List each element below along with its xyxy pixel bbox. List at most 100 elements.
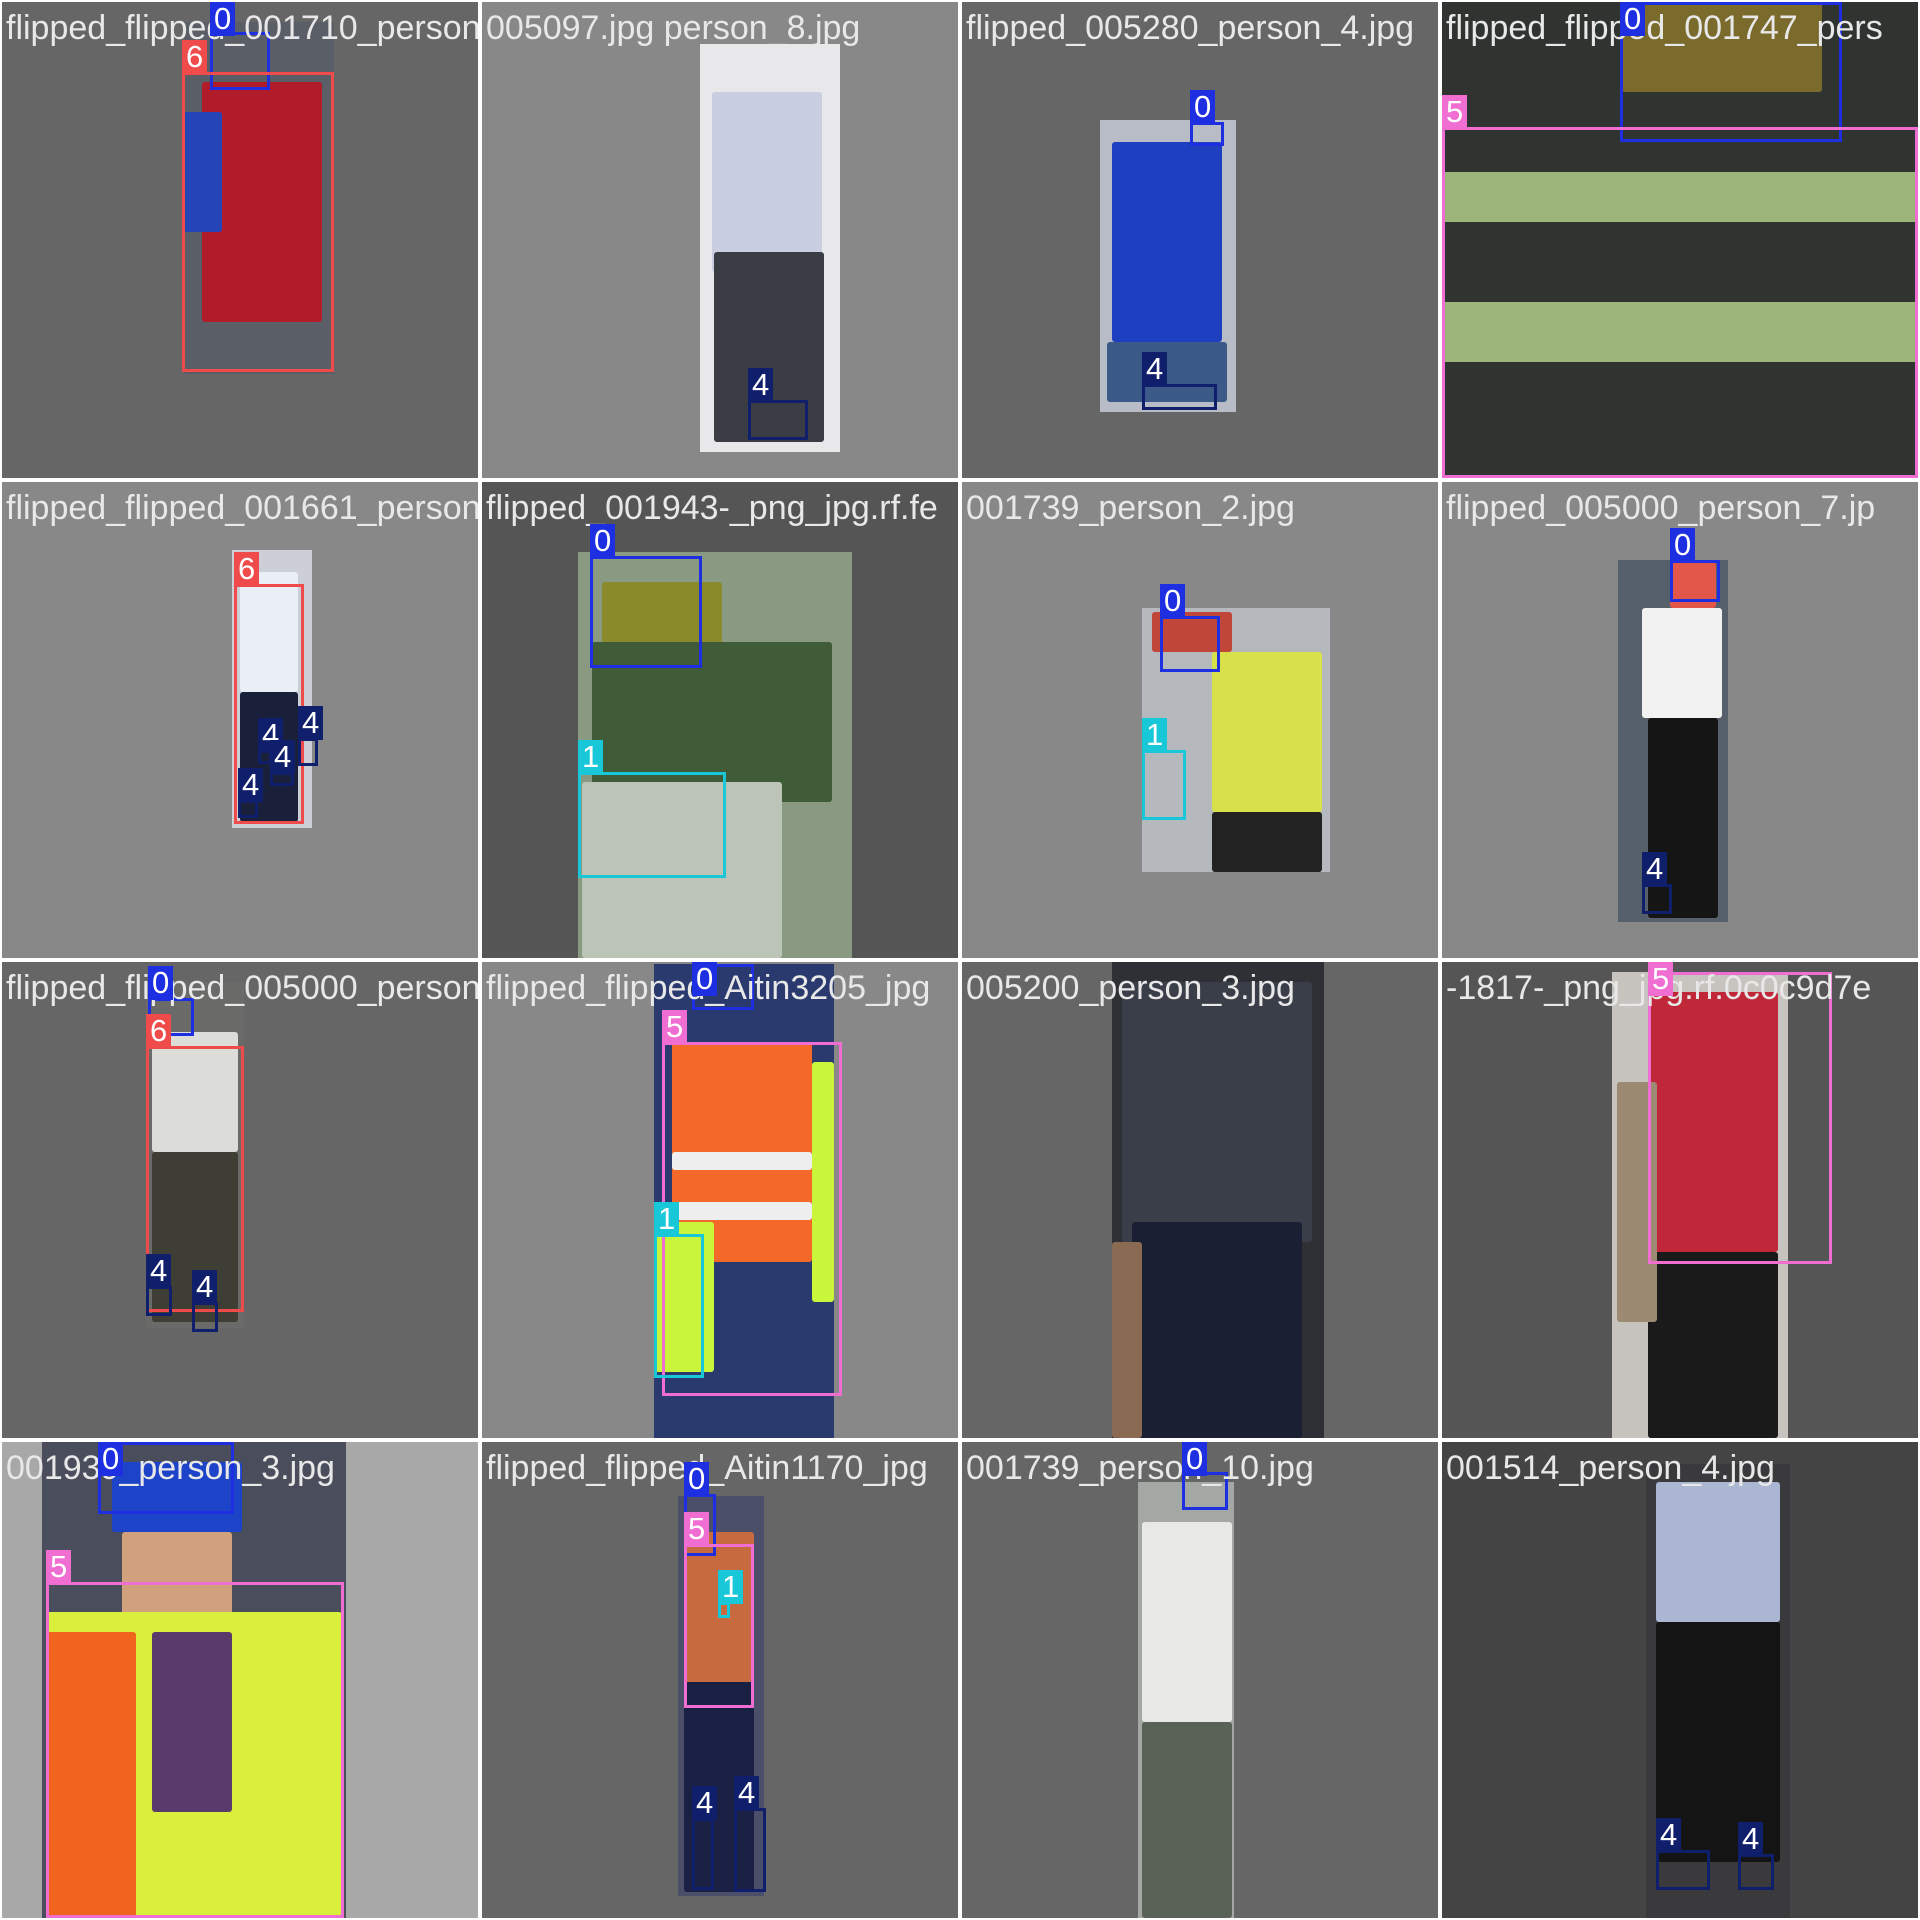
- image-region: [592, 642, 832, 802]
- class-label: 0: [684, 1462, 710, 1496]
- class-label: 4: [748, 368, 774, 402]
- bounding-box: [1648, 972, 1832, 1264]
- mosaic-tile: 001739_person_10.jpg 0: [962, 1442, 1438, 1918]
- image-region: [1442, 302, 1918, 362]
- bounding-box: [1142, 750, 1186, 820]
- mosaic-tile: flipped_flipped_Aitin3205_jpg051: [482, 962, 958, 1438]
- tile-filename: 005200_person_3.jpg: [966, 969, 1295, 1007]
- image-region: [672, 1202, 812, 1220]
- mosaic-tile: 005200_person_3.jpg: [962, 962, 1438, 1438]
- mosaic-tile: flipped_005000_person_7.jp 0 4: [1442, 482, 1918, 958]
- image-region: [112, 1462, 242, 1532]
- bounding-box: [1738, 1854, 1774, 1890]
- bounding-box: [1642, 884, 1672, 914]
- bounding-box: [1190, 122, 1224, 146]
- bounding-box: [1670, 560, 1720, 602]
- class-label: 0: [1160, 584, 1186, 618]
- class-label: 1: [1142, 718, 1168, 752]
- mosaic-tile: flipped_flipped_001710_person_ 0 6: [2, 2, 478, 478]
- image-region: [1112, 142, 1222, 342]
- class-label: 4: [692, 1786, 718, 1820]
- tile-filename: flipped_001943-_png_jpg.rf.fe: [486, 489, 938, 527]
- image-region: [812, 1062, 834, 1302]
- image-region: [1122, 982, 1312, 1242]
- tile-filename: flipped_flipped_005000_person_4.jpg: [6, 969, 478, 1007]
- tile-filename: 001939_person_3.jpg: [6, 1449, 335, 1487]
- image-region: [202, 82, 322, 322]
- class-label: 0: [1670, 528, 1696, 562]
- image-region: [712, 92, 822, 272]
- bounding-box: [146, 1286, 172, 1316]
- image-region: [1132, 1222, 1302, 1438]
- bounding-box: [734, 1808, 766, 1892]
- tile-filename: 005097.jpg person_8.jpg: [486, 9, 861, 47]
- image-region: [1648, 1252, 1778, 1438]
- bounding-box: [590, 556, 702, 668]
- class-label: 6: [146, 1014, 172, 1048]
- image-region: [1142, 1722, 1232, 1918]
- tile-filename: 001739_person_10.jpg: [966, 1449, 1314, 1487]
- bounding-box: [1442, 127, 1918, 478]
- bounding-box: [1142, 384, 1217, 410]
- image-region: [1656, 1482, 1780, 1622]
- class-label: 6: [234, 552, 260, 586]
- mosaic-tile: flipped_001943-_png_jpg.rf.fe 0 1: [482, 482, 958, 958]
- class-label: 4: [270, 740, 296, 774]
- class-label: 4: [1642, 852, 1668, 886]
- bounding-box: [234, 584, 304, 824]
- tile-filename: flipped_flipped_001747_pers: [1446, 9, 1883, 47]
- class-label: 1: [718, 1570, 744, 1604]
- image-region: [1212, 652, 1322, 812]
- bounding-box: [98, 1442, 234, 1514]
- image-region: [1622, 2, 1822, 92]
- bounding-box: [192, 1302, 218, 1332]
- tile-filename: 001739_person_2.jpg: [966, 489, 1295, 527]
- tile-filename: flipped_flipped_001661_person_8.jpg: [6, 489, 478, 527]
- mosaic-tile: 005097.jpg person_8.jpg 4: [482, 2, 958, 478]
- image-region: [46, 1632, 136, 1918]
- image-region: [1648, 992, 1778, 1252]
- bounding-box: [298, 738, 318, 766]
- bounding-box: [718, 1602, 730, 1618]
- image-region: [1212, 812, 1322, 872]
- class-label: 1: [654, 1202, 680, 1236]
- mosaic-tile: 001939_person_3.jpg 0 5: [2, 1442, 478, 1918]
- bounding-box: [146, 1046, 244, 1312]
- class-label: 0: [1620, 2, 1646, 36]
- class-label: 4: [1656, 1818, 1682, 1852]
- tile-filename: 001514_person_4.jpg: [1446, 1449, 1775, 1487]
- image-region: [1142, 1522, 1232, 1722]
- class-label: 0: [1190, 90, 1216, 124]
- mosaic-tile: flipped_005280_person_4.jpg 0 4: [962, 2, 1438, 478]
- bounding-box: [182, 72, 334, 372]
- mosaic-tile: flipped_flipped_001747_pers 0 5: [1442, 2, 1918, 478]
- image-region: [182, 112, 222, 232]
- class-label: 4: [146, 1254, 172, 1288]
- image-region: [1112, 1242, 1142, 1438]
- mosaic-tile: flipped_flipped_001661_person_8.jpg64444: [2, 482, 478, 958]
- class-label: 5: [684, 1512, 710, 1546]
- class-label: 0: [1182, 1442, 1208, 1476]
- class-label: 5: [1648, 962, 1674, 996]
- class-label: 5: [662, 1010, 688, 1044]
- tile-filename: flipped_flipped_001710_person_: [6, 9, 478, 47]
- class-label: 4: [1142, 352, 1168, 386]
- bounding-box: [1656, 1850, 1710, 1890]
- class-label: 5: [46, 1550, 72, 1584]
- image-region: [152, 1632, 232, 1812]
- mosaic-tile: -1817-_png_jpg.rf.0c0c9d7e5: [1442, 962, 1918, 1438]
- class-label: 4: [192, 1270, 218, 1304]
- bounding-box: [46, 1582, 344, 1918]
- class-label: 1: [578, 740, 604, 774]
- class-label: 0: [98, 1442, 124, 1476]
- bounding-box: [270, 772, 294, 786]
- bounding-box: [210, 32, 270, 90]
- bounding-box: [1620, 2, 1842, 142]
- image-region: [582, 782, 782, 958]
- tile-filename: flipped_005000_person_7.jp: [1446, 489, 1876, 527]
- mosaic-tile: 001739_person_2.jpg 0 1: [962, 482, 1438, 958]
- image-region: [240, 572, 298, 692]
- class-label: 5: [1442, 95, 1468, 129]
